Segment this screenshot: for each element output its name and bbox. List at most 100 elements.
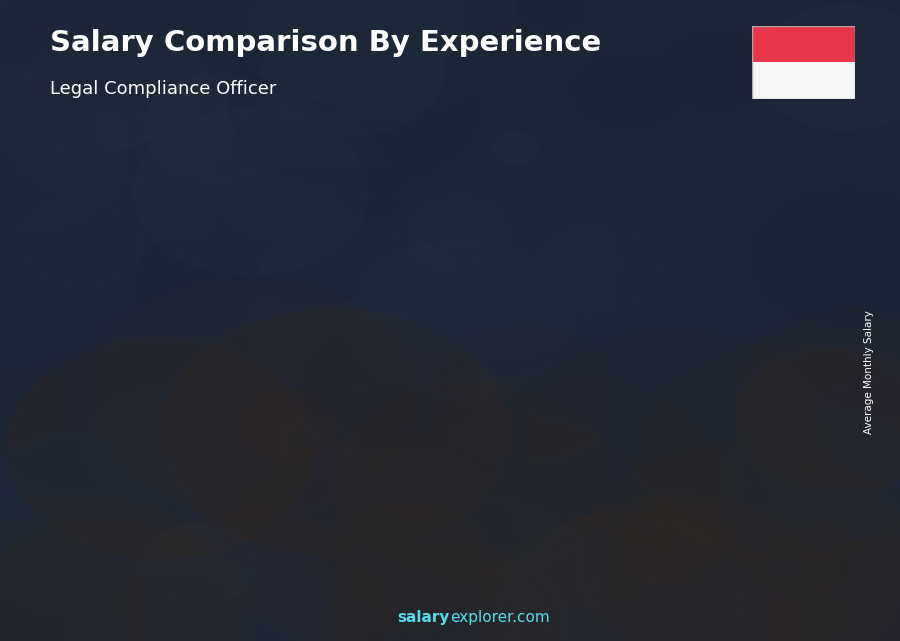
Polygon shape [320, 484, 387, 488]
Polygon shape [576, 531, 643, 538]
Polygon shape [448, 292, 515, 297]
Polygon shape [515, 278, 526, 297]
Circle shape [774, 537, 900, 641]
Polygon shape [770, 325, 782, 344]
Circle shape [108, 540, 362, 641]
Circle shape [751, 434, 883, 528]
Polygon shape [387, 385, 398, 400]
Circle shape [495, 515, 744, 641]
Polygon shape [192, 535, 258, 538]
Polygon shape [770, 183, 782, 206]
Polygon shape [643, 373, 654, 533]
Polygon shape [448, 352, 515, 358]
Polygon shape [515, 177, 526, 527]
Polygon shape [448, 166, 526, 178]
Circle shape [66, 556, 292, 641]
Polygon shape [704, 310, 770, 317]
Polygon shape [387, 350, 398, 531]
Polygon shape [320, 513, 387, 518]
Text: 20+ Years: 20+ Years [702, 569, 784, 584]
Polygon shape [576, 322, 643, 329]
Polygon shape [576, 329, 643, 335]
Text: +42%: +42% [266, 190, 324, 208]
Polygon shape [515, 261, 526, 529]
Polygon shape [704, 276, 770, 282]
Polygon shape [387, 272, 398, 292]
Polygon shape [770, 192, 782, 529]
Circle shape [429, 326, 621, 462]
Polygon shape [387, 449, 398, 535]
Polygon shape [643, 303, 654, 322]
Polygon shape [704, 365, 770, 372]
Polygon shape [704, 448, 770, 455]
Polygon shape [576, 228, 643, 234]
Polygon shape [192, 420, 258, 424]
Polygon shape [704, 455, 770, 462]
Polygon shape [64, 480, 130, 483]
Polygon shape [576, 360, 643, 367]
Polygon shape [770, 438, 782, 455]
Polygon shape [387, 445, 398, 459]
Polygon shape [643, 251, 654, 272]
Polygon shape [192, 496, 258, 500]
Polygon shape [192, 517, 258, 520]
Polygon shape [704, 241, 770, 248]
Polygon shape [576, 500, 643, 506]
Polygon shape [770, 317, 782, 532]
Polygon shape [448, 400, 515, 406]
Polygon shape [258, 494, 270, 503]
Polygon shape [320, 351, 387, 356]
Circle shape [166, 262, 209, 292]
Polygon shape [64, 520, 130, 523]
Polygon shape [130, 467, 142, 533]
Polygon shape [704, 372, 770, 379]
Polygon shape [643, 436, 654, 535]
Polygon shape [320, 257, 387, 262]
Polygon shape [448, 418, 515, 424]
Polygon shape [130, 503, 142, 536]
Polygon shape [258, 406, 270, 531]
Polygon shape [258, 392, 270, 406]
Polygon shape [258, 421, 270, 434]
Polygon shape [387, 262, 398, 281]
Circle shape [219, 338, 315, 406]
Polygon shape [320, 277, 387, 281]
Polygon shape [448, 333, 515, 340]
Polygon shape [130, 376, 142, 392]
Polygon shape [770, 137, 782, 527]
Polygon shape [64, 515, 130, 518]
Circle shape [242, 226, 473, 392]
Polygon shape [258, 378, 270, 529]
Polygon shape [387, 323, 398, 341]
Polygon shape [770, 344, 782, 533]
Polygon shape [704, 262, 770, 269]
Polygon shape [643, 460, 654, 474]
Polygon shape [770, 469, 782, 537]
Polygon shape [320, 326, 387, 331]
Polygon shape [320, 231, 398, 242]
Polygon shape [130, 408, 142, 422]
Polygon shape [64, 390, 130, 392]
Polygon shape [770, 510, 782, 537]
Circle shape [87, 279, 418, 515]
Polygon shape [130, 435, 142, 447]
Polygon shape [64, 445, 130, 447]
Polygon shape [130, 472, 142, 533]
Polygon shape [130, 446, 142, 458]
Circle shape [108, 14, 256, 119]
Polygon shape [387, 374, 398, 390]
Polygon shape [770, 382, 782, 400]
Polygon shape [448, 285, 515, 292]
Polygon shape [64, 526, 130, 528]
Polygon shape [192, 520, 258, 524]
Polygon shape [515, 488, 526, 502]
Polygon shape [770, 453, 782, 469]
Polygon shape [64, 530, 130, 533]
Polygon shape [387, 395, 398, 410]
Polygon shape [704, 469, 770, 476]
Polygon shape [258, 385, 270, 530]
Polygon shape [192, 330, 258, 334]
Polygon shape [770, 311, 782, 331]
Polygon shape [576, 177, 643, 183]
Polygon shape [258, 363, 270, 379]
